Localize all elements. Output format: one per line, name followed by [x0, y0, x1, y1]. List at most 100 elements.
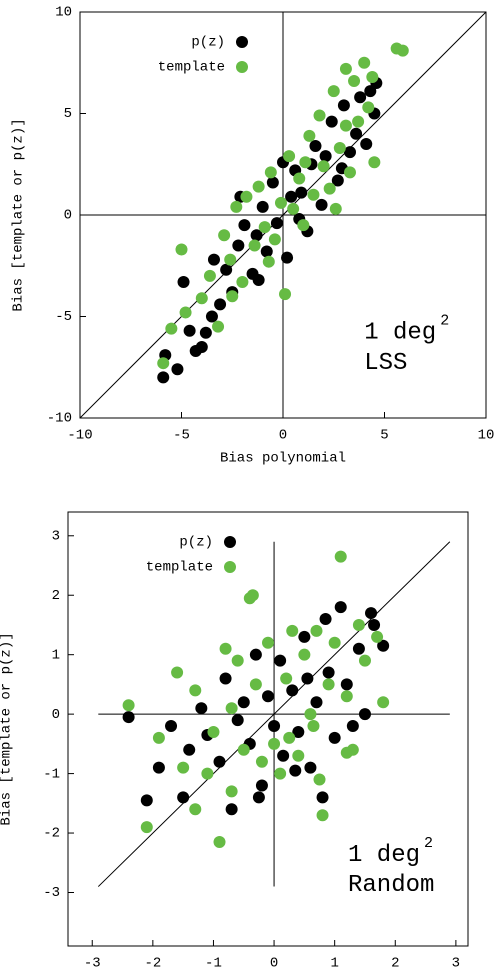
y-tick-label: 3	[52, 528, 60, 544]
point	[224, 253, 237, 266]
point	[152, 731, 165, 744]
point	[377, 639, 390, 652]
point	[157, 357, 170, 370]
point	[293, 172, 306, 185]
scatter-chart: -10 -5 0 5 10 -10 -5 0 5 10 Bias polynomial Bias [t…	[11, 5, 495, 467]
legend-marker	[236, 36, 248, 48]
point	[231, 714, 244, 727]
point	[270, 217, 283, 230]
point	[258, 221, 271, 234]
x-tick-label: 0	[279, 428, 287, 444]
y-tick-label: 5	[64, 106, 72, 122]
point	[220, 263, 233, 276]
point	[207, 725, 220, 738]
point	[199, 326, 212, 339]
point	[260, 245, 273, 258]
point	[195, 292, 208, 305]
y-tick-label: -5	[55, 309, 72, 325]
point	[274, 654, 287, 667]
legend-label: p(z)	[191, 35, 225, 51]
point	[175, 243, 188, 256]
point	[304, 708, 317, 721]
annotation-subtext: Random	[348, 872, 434, 899]
point	[329, 202, 342, 215]
annotation-text: 1 deg	[364, 320, 436, 347]
point	[189, 803, 202, 816]
point	[328, 636, 341, 649]
point	[319, 150, 332, 163]
x-tick-label: -1	[205, 956, 222, 972]
point	[339, 119, 352, 132]
point	[327, 85, 340, 98]
point	[203, 269, 216, 282]
point	[274, 196, 287, 209]
annotation-subtext: LSS	[364, 350, 407, 377]
point	[316, 809, 329, 822]
x-tick-label: 10	[478, 428, 495, 444]
point	[325, 115, 338, 128]
point	[219, 672, 232, 685]
point	[337, 99, 350, 112]
point	[152, 761, 165, 774]
point	[140, 794, 153, 807]
point	[298, 648, 311, 661]
point	[262, 255, 275, 268]
point	[268, 233, 281, 246]
point	[313, 773, 326, 786]
x-tick-label: -2	[144, 956, 161, 972]
point	[358, 654, 371, 667]
point	[183, 324, 196, 337]
point	[343, 166, 356, 179]
point	[283, 150, 296, 163]
point	[236, 275, 249, 288]
point	[298, 630, 311, 643]
point	[358, 56, 371, 69]
point	[177, 791, 190, 804]
point	[232, 239, 245, 252]
point	[368, 156, 381, 169]
point	[316, 791, 329, 804]
point	[301, 672, 314, 685]
point	[365, 607, 378, 620]
x-tick-label: 5	[380, 428, 388, 444]
point	[252, 791, 265, 804]
point	[280, 672, 293, 685]
point	[207, 253, 220, 266]
legend-marker	[224, 536, 236, 548]
point	[266, 176, 279, 189]
point	[287, 202, 300, 215]
point	[340, 678, 353, 691]
annotation-superscript: 2	[440, 313, 449, 330]
y-tick-label: -10	[47, 411, 72, 427]
point	[328, 731, 341, 744]
point	[366, 70, 379, 83]
point	[195, 340, 208, 353]
point	[122, 711, 135, 724]
x-tick-label: 1	[330, 956, 338, 972]
point	[171, 666, 184, 679]
point	[255, 755, 268, 768]
point	[262, 636, 274, 649]
point	[323, 182, 336, 195]
point	[213, 755, 226, 768]
point	[310, 624, 323, 637]
y-tick-label: -3	[43, 885, 60, 901]
point	[277, 749, 290, 762]
point	[250, 229, 263, 242]
point	[252, 180, 265, 193]
point	[334, 550, 347, 563]
point	[246, 589, 259, 602]
point	[352, 642, 365, 655]
point	[307, 720, 320, 733]
point	[218, 229, 231, 242]
point	[212, 320, 225, 333]
point	[358, 708, 371, 721]
point	[283, 731, 296, 744]
point	[322, 666, 335, 679]
point	[340, 746, 353, 759]
point	[189, 684, 202, 697]
x-tick-label: -10	[67, 428, 92, 444]
point	[171, 363, 184, 376]
point	[315, 198, 328, 211]
